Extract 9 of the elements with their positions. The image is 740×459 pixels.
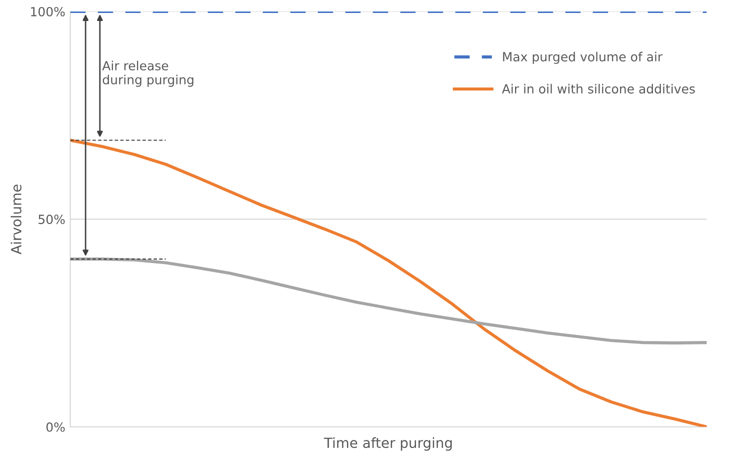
y-tick-label: 0% — [46, 422, 65, 432]
y-tick-label: 100% — [31, 6, 65, 16]
line-series — [70, 258, 707, 344]
legend-label: Max purged volume of air — [503, 52, 663, 64]
y-tick-label: 50% — [38, 214, 65, 224]
y-axis-title: Airvolume — [10, 184, 22, 254]
x-axis-title: Time after purging — [324, 437, 452, 451]
legend-label: Air in oil with silicone additives — [502, 84, 695, 94]
annotation: Air release during purging — [102, 60, 194, 87]
